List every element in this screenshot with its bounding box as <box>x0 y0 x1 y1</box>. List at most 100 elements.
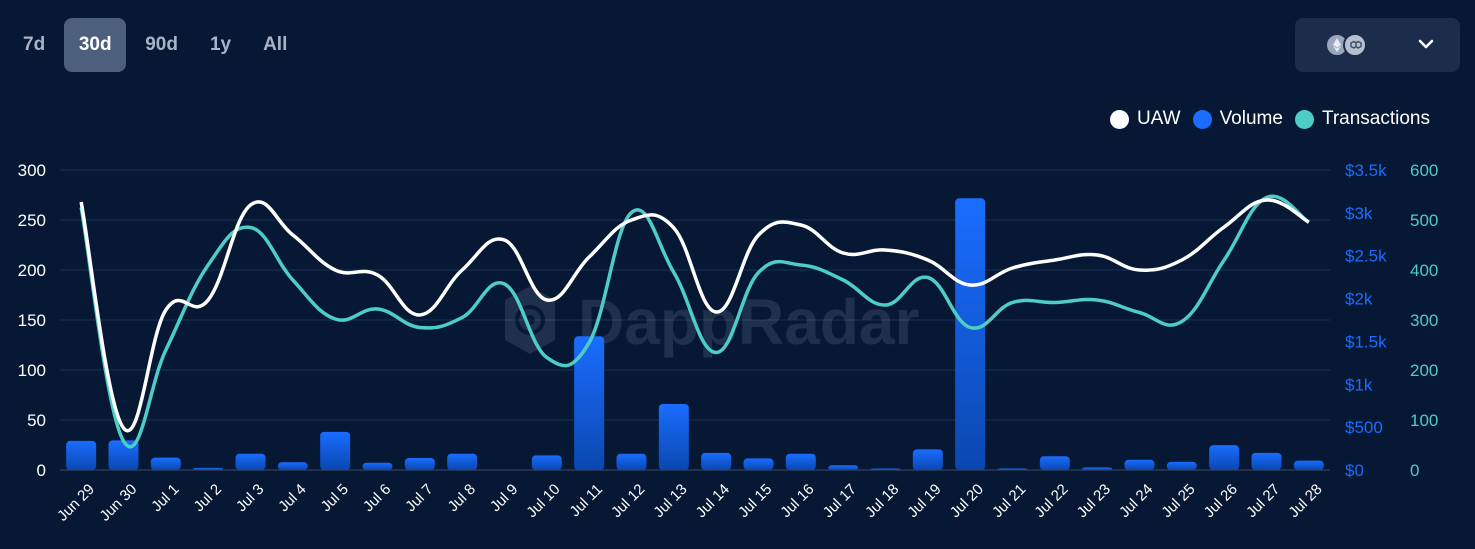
volume-axis-tick-label: $0 <box>1345 461 1364 480</box>
x-axis-tick-label: Jul 21 <box>989 481 1029 521</box>
legend-label-volume: Volume <box>1219 108 1283 129</box>
tab-30d[interactable]: 30d <box>64 18 127 72</box>
tab-7d[interactable]: 7d <box>23 34 46 55</box>
volume-bar[interactable] <box>912 449 943 470</box>
volume-axis-tick-label: $3k <box>1345 204 1373 223</box>
x-axis-tick-label: Jul 1 <box>148 481 182 515</box>
volume-axis-tick-label: $2k <box>1345 290 1373 309</box>
x-axis-tick-label: Jul 11 <box>566 481 606 521</box>
volume-bar[interactable] <box>362 462 393 470</box>
tab-90d[interactable]: 90d <box>145 34 178 55</box>
uaw-line[interactable] <box>79 198 1310 433</box>
x-axis-tick-label: Jul 19 <box>904 481 944 521</box>
volume-bar[interactable] <box>531 455 562 470</box>
volume-axis-tick-label: $2.5k <box>1345 247 1387 266</box>
volume-bar[interactable] <box>193 467 224 470</box>
x-axis-tick-label: Jul 26 <box>1201 481 1241 521</box>
volume-bar[interactable] <box>404 458 435 470</box>
volume-bar[interactable] <box>574 336 605 470</box>
volume-bar[interactable] <box>955 198 986 471</box>
volume-bar[interactable] <box>785 453 816 470</box>
volume-bar[interactable] <box>1293 460 1324 470</box>
legend-dot-volume <box>1192 109 1212 129</box>
x-axis-tick-label: Jul 22 <box>1031 481 1071 521</box>
legend-item-volume[interactable]: Volume <box>1192 108 1283 130</box>
x-axis-tick-label: Jul 4 <box>275 481 309 515</box>
volume-bar[interactable] <box>1124 459 1155 470</box>
chart-legend: UAW Volume Transactions <box>1109 108 1430 130</box>
volume-bar[interactable] <box>701 452 732 470</box>
left-axis-tick-label: 250 <box>18 211 46 230</box>
x-axis-tick-label: Jul 13 <box>650 481 690 521</box>
volume-bar[interactable] <box>150 457 181 470</box>
transactions-axis-tick-label: 500 <box>1410 211 1438 230</box>
volume-bar[interactable] <box>1039 456 1070 470</box>
x-axis-tick-label: Jul 5 <box>318 481 352 515</box>
x-axis-tick-label: Jul 24 <box>1116 481 1156 521</box>
volume-bar[interactable] <box>870 468 901 471</box>
x-axis-tick-label: Jul 27 <box>1243 481 1283 521</box>
transactions-axis-tick-label: 600 <box>1410 161 1438 180</box>
legend-label-uaw: UAW <box>1136 108 1181 129</box>
x-axis-tick-label: Jul 14 <box>693 481 733 521</box>
left-axis-tick-label: 150 <box>18 311 46 330</box>
volume-bar[interactable] <box>447 453 478 470</box>
transactions-axis-tick-label: 400 <box>1410 261 1438 280</box>
time-range-tabs: 7d 30d 90d 1y All <box>10 18 300 72</box>
volume-bar[interactable] <box>658 404 689 470</box>
volume-bar[interactable] <box>1209 445 1240 470</box>
volume-bar[interactable] <box>1251 452 1282 470</box>
transactions-axis-tick-label: 200 <box>1410 361 1438 380</box>
volume-bar[interactable] <box>616 453 647 470</box>
dappradar-logo-icon <box>505 286 555 354</box>
x-axis-tick-label: Jun 29 <box>54 481 98 525</box>
volume-bar[interactable] <box>828 465 859 470</box>
x-axis-tick-label: Jul 28 <box>1285 481 1325 521</box>
transactions-line[interactable] <box>79 194 1310 449</box>
volume-bar[interactable] <box>235 453 266 470</box>
x-axis-tick-label: Jul 10 <box>523 481 563 521</box>
x-axis-tick-label: Jul 8 <box>445 481 479 515</box>
legend-label-transactions: Transactions <box>1321 108 1430 129</box>
left-axis-tick-label: 300 <box>18 161 46 180</box>
volume-bar[interactable] <box>320 431 351 470</box>
transactions-axis-tick-label: 300 <box>1410 311 1438 330</box>
polygon-icon <box>1343 33 1367 57</box>
volume-bar[interactable] <box>997 468 1028 471</box>
tab-1y[interactable]: 1y <box>209 34 232 55</box>
volume-bar[interactable] <box>1082 467 1113 470</box>
left-axis-tick-label: 100 <box>18 361 46 380</box>
dappradar-watermark: DappRadar <box>505 286 919 358</box>
chain-selector[interactable] <box>1295 18 1460 72</box>
legend-item-transactions[interactable]: Transactions <box>1294 108 1430 130</box>
x-axis-tick-label: Jun 30 <box>96 481 140 525</box>
x-axis-tick-label: Jul 18 <box>862 481 902 521</box>
volume-bar[interactable] <box>66 440 97 470</box>
watermark-text: DappRadar <box>578 286 919 358</box>
x-axis-tick-label: Jul 16 <box>777 481 817 521</box>
x-axis-tick-label: Jul 7 <box>402 481 436 515</box>
x-axis-tick-label: Jul 20 <box>947 481 987 521</box>
volume-axis-tick-label: $3.5k <box>1345 161 1387 180</box>
volume-axis-tick-label: $500 <box>1345 418 1383 437</box>
legend-dot-transactions <box>1294 109 1314 129</box>
x-axis-tick-label: Jul 9 <box>487 481 521 515</box>
legend-dot-uaw <box>1109 109 1129 129</box>
volume-bar[interactable] <box>277 462 308 470</box>
left-axis-tick-label: 50 <box>27 411 46 430</box>
volume-axis-tick-label: $1k <box>1345 375 1373 394</box>
legend-item-uaw[interactable]: UAW <box>1109 108 1181 130</box>
x-axis-tick-label: Jul 2 <box>191 481 225 515</box>
left-axis-tick-label: 0 <box>37 461 46 480</box>
transactions-axis-tick-label: 100 <box>1410 411 1438 430</box>
tab-all[interactable]: All <box>263 34 288 55</box>
volume-bar[interactable] <box>1166 461 1197 470</box>
x-axis-tick-label: Jul 17 <box>820 481 860 521</box>
x-axis-tick-label: Jul 25 <box>1158 481 1198 521</box>
x-axis-tick-label: Jul 12 <box>608 481 648 521</box>
chevron-down-icon <box>1418 39 1434 49</box>
volume-bar[interactable] <box>743 458 774 470</box>
x-axis-tick-label: Jul 23 <box>1074 481 1114 521</box>
left-axis-tick-label: 200 <box>18 261 46 280</box>
